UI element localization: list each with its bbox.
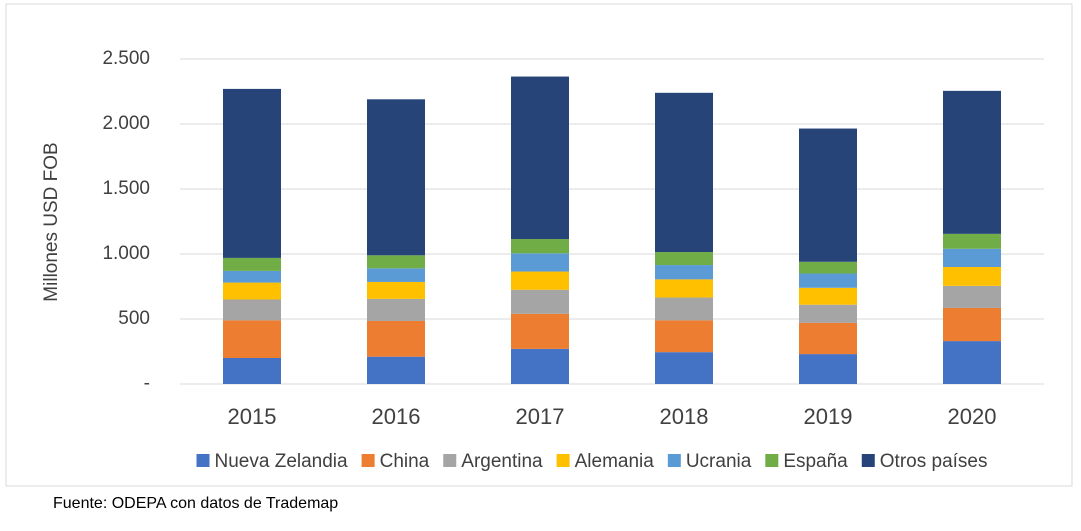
bar-segment <box>511 239 569 254</box>
bar-segment <box>799 322 857 355</box>
x-tick-label: 2020 <box>948 404 997 429</box>
x-tick-label: 2015 <box>228 404 277 429</box>
legend-label: Nueva Zelandia <box>215 451 349 472</box>
bar-segment <box>799 128 857 262</box>
bar-segment <box>943 341 1001 384</box>
bar-segment <box>511 289 569 314</box>
bar-segment <box>655 297 713 321</box>
bar-segment <box>655 92 713 253</box>
bar-segment <box>367 268 425 282</box>
bar-segment <box>943 285 1001 308</box>
bar-segment <box>799 304 857 323</box>
x-tick-label: 2016 <box>372 404 421 429</box>
bar-segment <box>799 273 857 288</box>
bar-segment <box>655 352 713 384</box>
bar-segment <box>655 265 713 280</box>
bar-segment <box>223 299 281 321</box>
bar-segment <box>223 320 281 358</box>
legend-swatch <box>556 454 570 467</box>
chart-border <box>5 3 1073 487</box>
bar-segment <box>223 270 281 283</box>
y-tick-label: 500 <box>118 308 150 329</box>
legend-label: China <box>380 451 430 472</box>
x-tick-label: 2017 <box>516 404 565 429</box>
bar-segment <box>511 313 569 349</box>
legend-swatch <box>443 454 457 467</box>
legend-label: Ucrania <box>686 451 752 472</box>
bar-segment <box>799 287 857 305</box>
y-tick-label: 1.500 <box>102 178 150 199</box>
y-tick-label: 2.000 <box>102 113 150 134</box>
bar-segment <box>223 282 281 300</box>
legend-label: Alemania <box>575 451 655 472</box>
legend-swatch <box>667 454 681 467</box>
source-note: Fuente: ODEPA con datos de Trademap <box>53 495 338 512</box>
bar-segment <box>799 261 857 274</box>
x-tick-label: 2018 <box>660 404 709 429</box>
bar-segment <box>367 320 425 357</box>
bar-segment <box>943 90 1001 234</box>
bar-segment <box>367 356 425 384</box>
bar-segment <box>655 279 713 298</box>
legend-swatch <box>765 454 779 467</box>
bar-segment <box>223 88 281 258</box>
bar-segment <box>511 76 569 240</box>
bar-segment <box>511 271 569 290</box>
bar-segment <box>943 307 1001 342</box>
y-tick-label: 2.500 <box>102 48 150 69</box>
bar-segment <box>655 320 713 353</box>
legend-swatch <box>361 454 375 467</box>
bar-segment <box>943 267 1001 286</box>
bar-segment <box>799 354 857 384</box>
bar-segment <box>655 252 713 266</box>
bar-segment <box>367 298 425 321</box>
bar-segment <box>367 99 425 256</box>
bar-segment <box>367 255 425 269</box>
bar-segment <box>511 348 569 384</box>
legend-label: Otros países <box>880 451 988 472</box>
legend-swatch <box>196 454 210 467</box>
bar-segment <box>943 248 1001 267</box>
y-tick-label: 1.000 <box>102 243 150 264</box>
bar-segment <box>223 358 281 384</box>
y-tick-label: - <box>144 373 150 394</box>
y-axis-title: Millones USD FOB <box>41 142 62 301</box>
legend-label: España <box>783 451 848 472</box>
legend-swatch <box>861 454 875 467</box>
legend-label: Argentina <box>461 451 543 472</box>
bar-segment <box>943 233 1001 249</box>
bar-segment <box>367 281 425 299</box>
bar-segment <box>223 257 281 271</box>
bar-segment <box>511 253 569 272</box>
x-tick-label: 2019 <box>804 404 853 429</box>
